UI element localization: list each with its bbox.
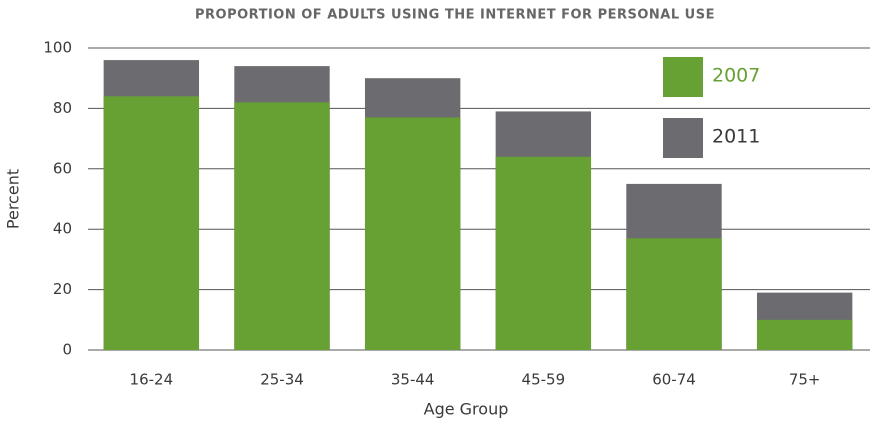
x-tick-label: 75+	[789, 371, 821, 389]
bar	[626, 238, 722, 350]
chart-title: PROPORTION OF ADULTS USING THE INTERNET …	[195, 8, 715, 23]
y-tick-label: 20	[53, 280, 72, 298]
legend-label: 2011	[712, 126, 760, 148]
legend-label: 2007	[712, 65, 760, 87]
bar	[364, 117, 461, 351]
bar	[234, 102, 330, 350]
x-axis-label: Age Group	[424, 400, 509, 419]
legend-swatch	[663, 57, 703, 97]
bar	[756, 319, 853, 350]
x-tick-label: 60-74	[652, 371, 696, 389]
x-tick-label: 16-24	[130, 371, 174, 389]
y-tick-label: 0	[62, 341, 72, 359]
y-tick-label: 100	[43, 39, 72, 57]
y-tick-label: 40	[53, 220, 72, 238]
bar	[103, 96, 200, 350]
y-axis-label: Percent	[4, 169, 23, 229]
bar	[495, 156, 592, 350]
legend-swatch	[663, 118, 703, 158]
y-tick-label: 80	[53, 99, 72, 117]
x-tick-label: 25-34	[260, 371, 304, 389]
x-tick-label: 45-59	[522, 371, 566, 389]
x-tick-label: 35-44	[391, 371, 435, 389]
y-tick-label: 60	[53, 159, 72, 177]
